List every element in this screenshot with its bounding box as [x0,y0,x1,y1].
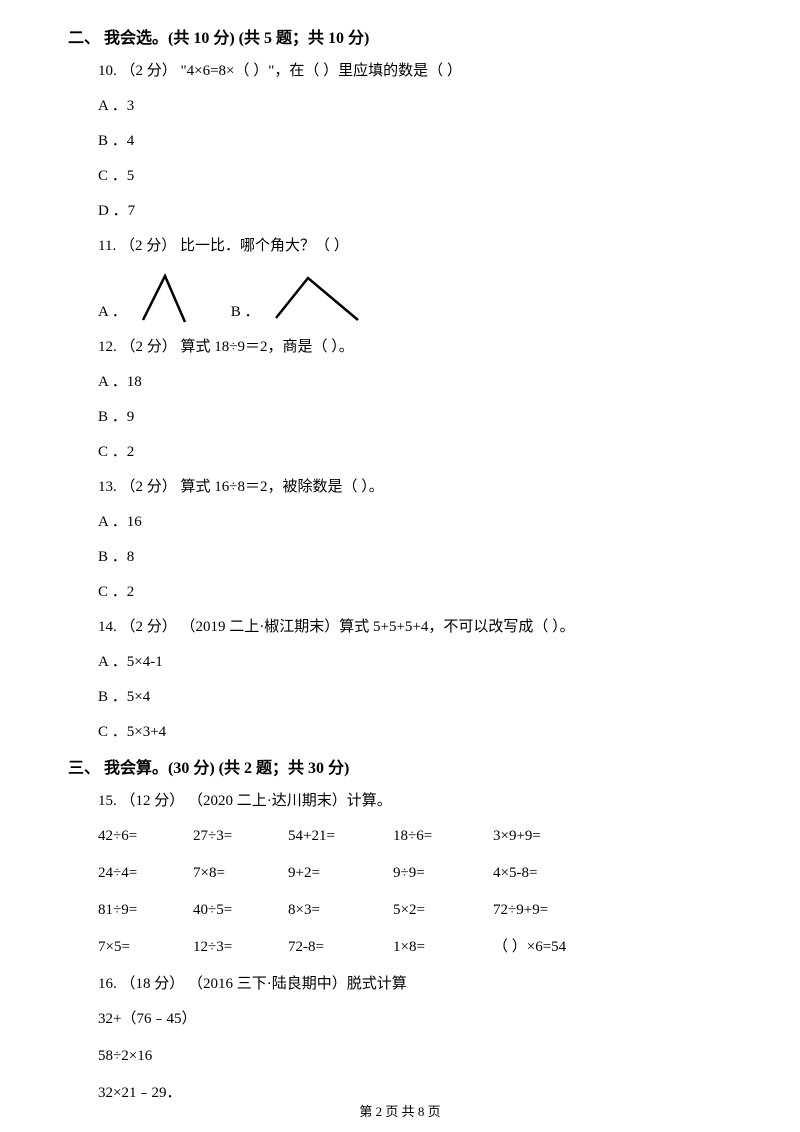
calc-cell: 9+2= [288,860,393,887]
calc-cell: 81÷9= [98,897,193,924]
q13-option-b: B ．8 [60,544,740,571]
q16-expr2: 58÷2×16 [60,1043,740,1070]
calc-cell: 4×5-8= [493,860,633,887]
calc-cell: 12÷3= [193,934,288,961]
q10-option-c: C ．5 [60,163,740,190]
calc-cell: 5×2= [393,897,493,924]
calc-cell: 7×5= [98,934,193,961]
q10-text: 10. （2 分） "4×6=8×（ ）"，在（ ）里应填的数是（ ） [60,58,740,85]
q14-text: 14. （2 分） （2019 二上·椒江期末）算式 5+5+5+4，不可以改写… [60,614,740,641]
section-3-heading: 三、 我会算。(30 分) (共 2 题；共 30 分) [60,754,740,778]
q15-row2: 24÷4= 7×8= 9+2= 9÷9= 4×5-8= [60,860,740,887]
q12-text: 12. （2 分） 算式 18÷9＝2，商是（ ）。 [60,334,740,361]
calc-cell: （ ）×6=54 [493,934,633,961]
q16-text: 16. （18 分） （2016 三下·陆良期中）脱式计算 [60,971,740,998]
q11-options: A ． B ． [60,268,740,326]
calc-cell: 18÷6= [393,823,493,850]
calc-cell: 3×9+9= [493,823,633,850]
q14-option-c: C ．5×3+4 [60,719,740,746]
q15-row3: 81÷9= 40÷5= 8×3= 5×2= 72÷9+9= [60,897,740,924]
q15-row4: 7×5= 12÷3= 72-8= 1×8= （ ）×6=54 [60,934,740,961]
q10-option-d: D ．7 [60,198,740,225]
calc-cell: 42÷6= [98,823,193,850]
q16-expr1: 32+（76﹣45） [60,1006,740,1033]
q11-label-a: A ． [98,299,127,326]
q11-option-a: A ． [98,268,191,326]
q12-option-c: C ．2 [60,439,740,466]
q13-text: 13. （2 分） 算式 16÷8＝2，被除数是（ ）。 [60,474,740,501]
q13-option-c: C ．2 [60,579,740,606]
calc-cell: 54+21= [288,823,393,850]
q10-option-a: A ．3 [60,93,740,120]
calc-cell: 72-8= [288,934,393,961]
calc-cell: 1×8= [393,934,493,961]
q13-option-a: A ．16 [60,509,740,536]
calc-cell: 9÷9= [393,860,493,887]
calc-cell: 27÷3= [193,823,288,850]
q11-label-b: B ． [231,299,260,326]
calc-cell: 7×8= [193,860,288,887]
calc-cell: 8×3= [288,897,393,924]
q15-text: 15. （12 分） （2020 二上·达川期末）计算。 [60,788,740,815]
q14-option-b: B ．5×4 [60,684,740,711]
q11-option-b: B ． [231,270,364,326]
calc-cell: 72÷9+9= [493,897,633,924]
angle-a-icon [135,268,191,326]
calc-cell: 40÷5= [193,897,288,924]
page-footer: 第 2 页 共 8 页 [0,1101,800,1120]
q12-option-a: A ．18 [60,369,740,396]
calc-cell: 24÷4= [98,860,193,887]
q15-row1: 42÷6= 27÷3= 54+21= 18÷6= 3×9+9= [60,823,740,850]
q14-option-a: A ．5×4-1 [60,649,740,676]
q11-text: 11. （2 分） 比一比．哪个角大？（ ） [60,233,740,260]
angle-b-icon [268,270,364,326]
q10-option-b: B ．4 [60,128,740,155]
q12-option-b: B ．9 [60,404,740,431]
section-2-heading: 二、 我会选。(共 10 分) (共 5 题；共 10 分) [60,24,740,48]
